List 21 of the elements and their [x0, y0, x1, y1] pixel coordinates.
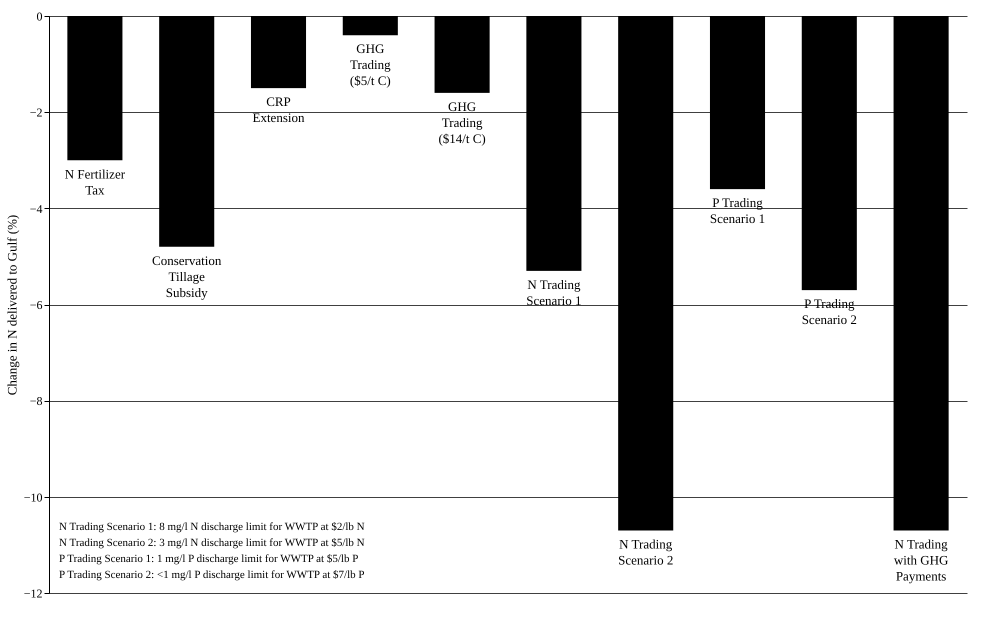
y-tick-label: −6 [30, 298, 42, 312]
x-tick-label: N Trading with GHG Payments [894, 536, 948, 584]
y-tick-label: −12 [24, 586, 42, 600]
x-tick-label: N Trading Scenario 2 [618, 536, 674, 568]
x-tick-label: N Trading Scenario 1 [526, 276, 582, 308]
annotation: P Trading Scenario 2: <1 mg/l P discharge limit for WWTP at $7/lb P [59, 569, 365, 581]
x-tick-label: Conservation Tillage Subsidy [152, 252, 222, 300]
x-tick-label: N Fertilizer Tax [64, 166, 126, 198]
y-tick-label: −10 [24, 490, 42, 504]
y-tick-label: −2 [30, 106, 42, 120]
y-tick-label: −4 [30, 202, 42, 216]
x-tick-label: GHG Trading ($5/t C) [350, 41, 392, 88]
y-axis-title: Change in N delivered to Gulf (%) [4, 214, 20, 396]
x-tick-label: P Trading Scenario 1 [710, 195, 766, 226]
y-tick-label: −8 [30, 394, 42, 408]
y-tick-label: 0 [36, 10, 42, 24]
annotation: N Trading Scenario 2: 3 mg/l N discharge limit for WWTP at $5/lb N [59, 537, 365, 549]
x-tick-label: GHG Trading ($14/t C) [438, 98, 486, 146]
annotation: P Trading Scenario 1: 1 mg/l P discharge limit for WWTP at $5/lb P [59, 553, 358, 565]
annotation: N Trading Scenario 1: 8 mg/l N discharge limit for WWTP at $2/lb N [59, 521, 365, 533]
x-tick-label: CRP Extension [252, 94, 305, 126]
